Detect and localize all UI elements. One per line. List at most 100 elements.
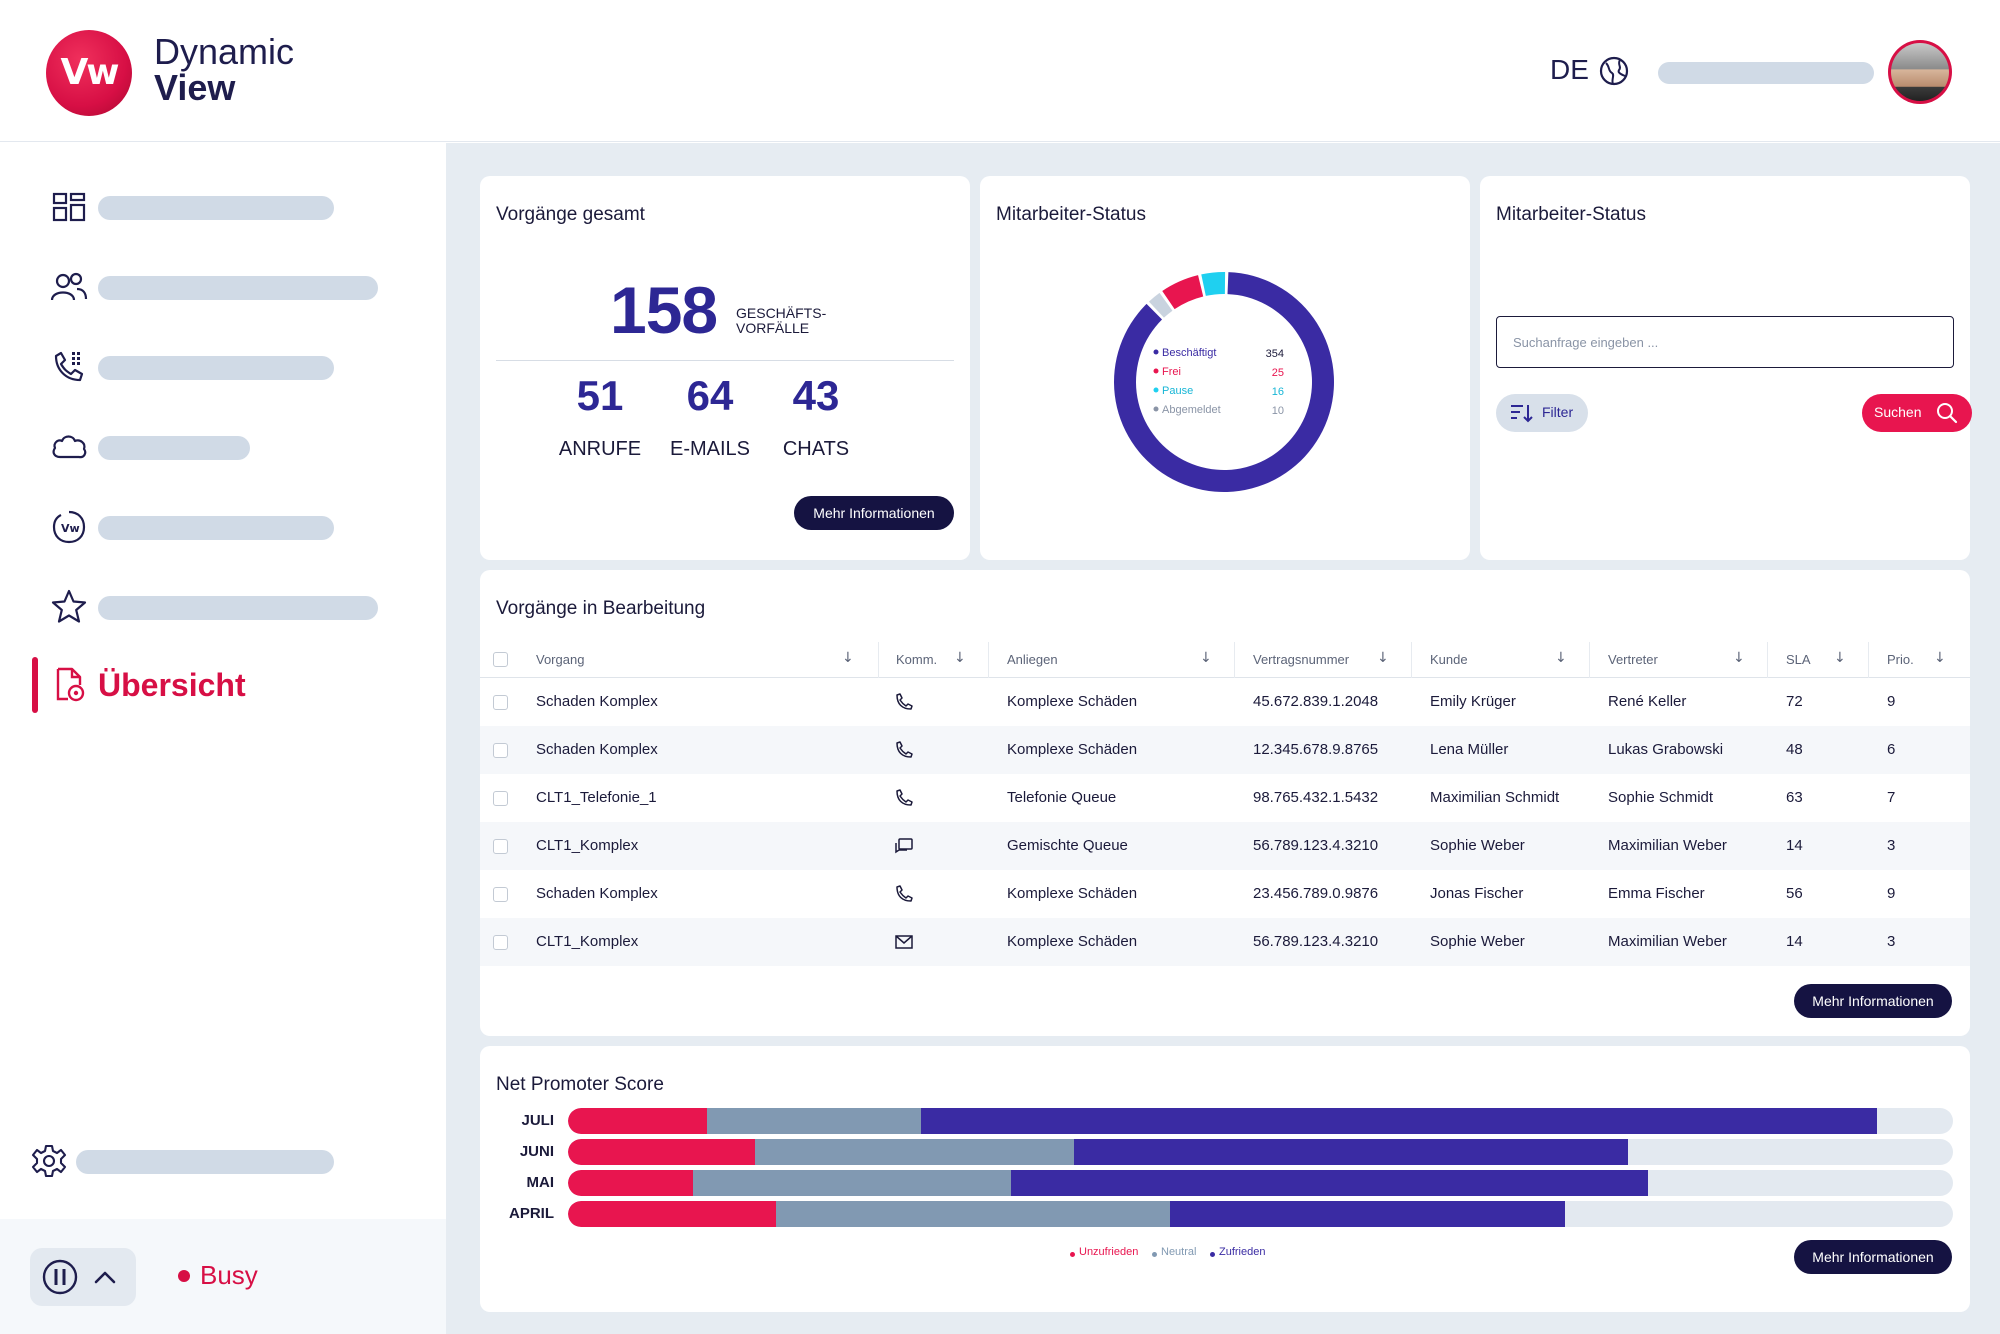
card-mitarbeiter-status-search: Mitarbeiter-Status Filter Suchen xyxy=(1480,176,1972,560)
total-label-line-1: GESCHÄFTS- xyxy=(736,305,827,321)
legend-value: 16 xyxy=(1272,386,1284,398)
nps-bar-track xyxy=(568,1170,1953,1196)
legend-dot xyxy=(1153,387,1159,393)
legend-dot-unzufrieden xyxy=(1070,1252,1075,1257)
card-title: Vorgänge in Bearbeitung xyxy=(496,598,706,619)
logo-wordmark[interactable]: Dynamic View xyxy=(154,34,294,106)
row-checkbox[interactable] xyxy=(493,791,508,806)
nps-segment-unzufrieden[interactable] xyxy=(568,1201,776,1227)
cell-vertragsnummer: 56.789.123.4.3210 xyxy=(1253,933,1379,950)
col-header-sla[interactable]: SLA xyxy=(1786,652,1811,667)
search-button[interactable]: Suchen xyxy=(1862,394,1972,432)
nps-bar-track xyxy=(568,1139,1953,1165)
col-header-kunde[interactable]: Kunde xyxy=(1430,652,1468,667)
col-header-komm[interactable]: Komm. xyxy=(896,652,938,667)
logo-mark[interactable]: Vw xyxy=(46,30,132,116)
filter-button[interactable]: Filter xyxy=(1496,394,1588,432)
search-input[interactable] xyxy=(1496,316,1954,368)
chevron-up-icon[interactable] xyxy=(92,1265,118,1289)
active-indicator xyxy=(32,657,38,713)
legend-dot xyxy=(1153,368,1159,374)
nps-segment-neutral[interactable] xyxy=(754,1139,1074,1165)
legend-value: 25 xyxy=(1272,367,1284,379)
sidebar-item-users[interactable] xyxy=(0,256,446,316)
nps-segment-unzufrieden[interactable] xyxy=(568,1139,755,1165)
col-header-prio[interactable]: Prio. xyxy=(1887,652,1914,667)
col-header-anliegen[interactable]: Anliegen xyxy=(1007,652,1058,667)
donut-slice-pause[interactable] xyxy=(1201,272,1226,296)
sort-arrow-icon[interactable]: ↓ xyxy=(1733,650,1745,666)
nps-segment-unzufrieden[interactable] xyxy=(568,1108,707,1134)
nps-segment-neutral[interactable] xyxy=(706,1108,922,1134)
card-title: Vorgänge gesamt xyxy=(496,204,645,225)
sort-arrow-icon[interactable]: ↓ xyxy=(1834,650,1846,666)
status-control[interactable] xyxy=(30,1248,136,1306)
sidebar-item-cloud[interactable] xyxy=(0,416,446,476)
phone-dialpad-icon xyxy=(54,351,84,382)
row-checkbox[interactable] xyxy=(493,743,508,758)
avatar[interactable] xyxy=(1888,40,1952,104)
sidebar-label-placeholder xyxy=(98,596,378,620)
col-header-vertragsnummer[interactable]: Vertragsnummer xyxy=(1253,652,1350,667)
pause-icon[interactable] xyxy=(41,1258,79,1296)
cell-sla: 63 xyxy=(1786,789,1803,806)
table-row[interactable]: CLT1_Komplex Gemischte Queue 56.789.123.4.… xyxy=(480,822,1970,870)
sort-arrow-icon[interactable]: ↓ xyxy=(1377,650,1389,666)
main-content: Vorgänge gesamt 158 GESCHÄFTS- VORFÄLLE … xyxy=(446,143,2000,1334)
user-name-placeholder xyxy=(1658,62,1874,84)
sort-arrow-icon[interactable]: ↓ xyxy=(954,650,966,666)
donut-slice-beschäftigt[interactable] xyxy=(1114,272,1334,492)
legend-label: Frei xyxy=(1162,366,1181,378)
row-checkbox[interactable] xyxy=(493,935,508,950)
nps-segment-zufrieden[interactable] xyxy=(921,1108,1877,1134)
nps-segment-neutral[interactable] xyxy=(692,1170,1012,1196)
nps-segment-unzufrieden[interactable] xyxy=(568,1170,693,1196)
table-row[interactable]: CLT1_Telefonie_1 Telefonie Queue 98.765.43… xyxy=(480,774,1970,822)
sort-arrow-icon[interactable]: ↓ xyxy=(1555,650,1567,666)
cell-vorgang: Schaden Komplex xyxy=(536,885,658,902)
sort-arrow-icon[interactable]: ↓ xyxy=(1934,650,1946,666)
nps-segment-zufrieden[interactable] xyxy=(1073,1139,1628,1165)
sidebar-item-telephony[interactable] xyxy=(0,336,446,396)
cell-prio: 6 xyxy=(1887,741,1896,758)
nps-month-label: JUNI xyxy=(519,1143,554,1160)
language-selector[interactable]: DE xyxy=(1550,54,1589,85)
legend-dot xyxy=(1153,406,1159,412)
sort-arrow-icon[interactable]: ↓ xyxy=(1200,650,1212,666)
sidebar-item-settings[interactable] xyxy=(0,1130,446,1190)
more-info-button[interactable]: Mehr Informationen xyxy=(794,496,954,530)
cell-sla: 72 xyxy=(1786,693,1803,710)
select-all-checkbox[interactable] xyxy=(493,652,508,667)
donut-slice-frei[interactable] xyxy=(1162,275,1204,310)
table-row[interactable]: CLT1_Komplex Komplexe Schäden 56.789.123.4… xyxy=(480,918,1970,966)
row-checkbox[interactable] xyxy=(493,839,508,854)
row-checkbox[interactable] xyxy=(493,887,508,902)
card-mitarbeiter-status-chart: Mitarbeiter-Status Beschäftigt 354 Frei 25 P… xyxy=(980,176,1470,560)
column-separator xyxy=(1589,642,1590,678)
cell-vorgang: CLT1_Komplex xyxy=(536,837,639,854)
more-info-button[interactable]: Mehr Informationen xyxy=(1794,1240,1952,1274)
donut-slice-abgemeldet[interactable] xyxy=(1148,292,1173,318)
sort-arrow-icon[interactable]: ↓ xyxy=(842,650,854,666)
logo-line-1: Dynamic xyxy=(154,31,295,72)
status-dot xyxy=(178,1270,190,1282)
col-header-vertreter[interactable]: Vertreter xyxy=(1608,652,1658,667)
nps-segment-neutral[interactable] xyxy=(775,1201,1171,1227)
sidebar-item-uebersicht[interactable]: Übersicht xyxy=(0,657,446,717)
nps-segment-zufrieden[interactable] xyxy=(1170,1201,1566,1227)
table-row[interactable]: Schaden Komplex Komplexe Schäden 23.456.78… xyxy=(480,870,1970,918)
globe-icon[interactable] xyxy=(1598,55,1630,87)
sidebar-item-dashboard[interactable] xyxy=(0,176,446,236)
more-info-button[interactable]: Mehr Informationen xyxy=(1794,984,1952,1018)
nps-month-label: JULI xyxy=(521,1112,554,1129)
table-row[interactable]: Schaden Komplex Komplexe Schäden 12.345.67… xyxy=(480,726,1970,774)
col-header-vorgang[interactable]: Vorgang xyxy=(536,652,585,667)
table-row[interactable]: Schaden Komplex Komplexe Schäden 45.672.83… xyxy=(480,678,1970,726)
nps-segment-zufrieden[interactable] xyxy=(1011,1170,1649,1196)
sidebar-label-placeholder xyxy=(76,1150,334,1174)
sidebar-item-favorites[interactable] xyxy=(0,576,446,636)
row-checkbox[interactable] xyxy=(493,695,508,710)
sidebar-item-vw[interactable]: Vw xyxy=(0,496,446,556)
cell-vorgang: Schaden Komplex xyxy=(536,741,658,758)
stat-calls-label: ANRUFE xyxy=(558,438,642,460)
